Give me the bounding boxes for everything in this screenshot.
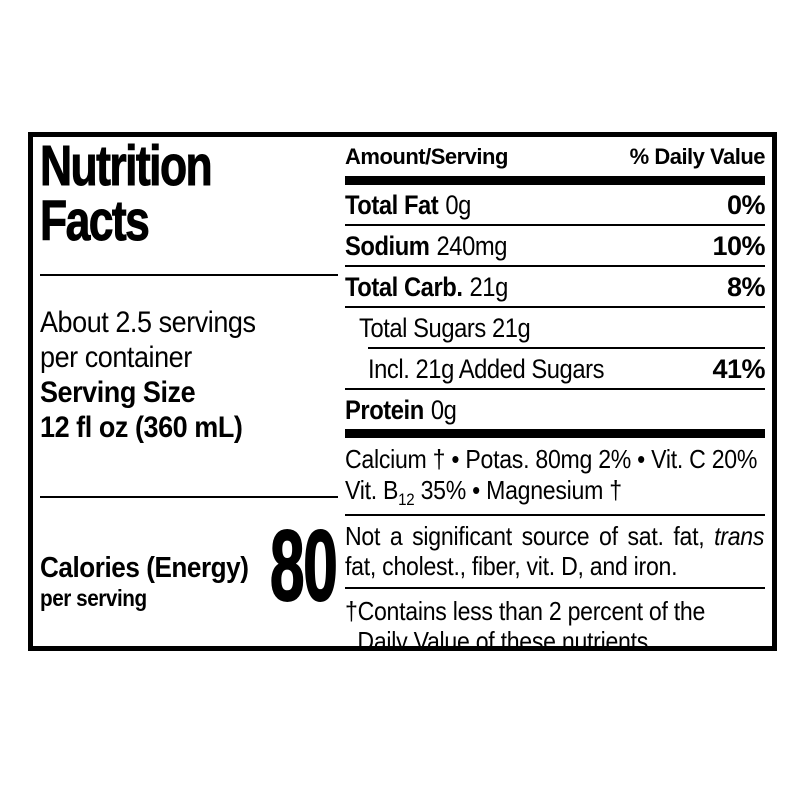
- vitamins-line-2: Vit. B12 35% • Magnesium †: [345, 475, 622, 510]
- footnote-divider: [345, 587, 765, 589]
- nutrient-row-total-fat: Total Fat 0g 0%: [345, 185, 766, 226]
- nutrient-daily-value: 41%: [712, 354, 765, 384]
- nutrient-name: Incl. 21g Added Sugars: [368, 354, 605, 384]
- nutrient-daily-value: 10%: [712, 231, 765, 261]
- calories-value: 80: [269, 510, 338, 622]
- nutrition-facts-label: Nutrition Facts About 2.5 servings per c…: [28, 132, 777, 651]
- disclaimer-divider-top: [345, 514, 765, 516]
- disclaimer-line-2: fat, cholest., fiber, vit. D, and iron.: [345, 551, 678, 581]
- serving-size-label: Serving Size: [40, 376, 196, 409]
- nutrient-name: Total Carb.: [345, 272, 463, 302]
- nutrient-name: Protein: [345, 395, 424, 425]
- footnote-line-2: Daily Value of these nutrients.: [357, 626, 655, 651]
- footnote-line-1: †Contains less than 2 percent of the: [345, 596, 706, 626]
- nutrient-row-added-sugars: Incl. 21g Added Sugars 41%: [345, 349, 765, 390]
- nutrient-daily-value: 8%: [726, 272, 766, 302]
- nutrient-row-sodium: Sodium 240mg 10%: [345, 226, 765, 267]
- left-divider-bottom: [40, 496, 338, 498]
- servings-per-container-line2: per container: [40, 341, 192, 374]
- nutrient-amount: 0g: [430, 395, 457, 425]
- nutrient-amount: 21g: [469, 272, 509, 302]
- nutrient-row-total-sugars: Total Sugars 21g: [345, 308, 765, 347]
- nutrient-name: Sodium: [345, 231, 430, 261]
- header-daily-value: % Daily Value: [629, 144, 766, 169]
- nutrient-name: Total Sugars 21g: [359, 313, 531, 343]
- calories-label: Calories (Energy): [40, 552, 249, 584]
- thick-bar-bottom: [345, 429, 765, 438]
- left-divider-top: [40, 274, 338, 276]
- vitamins-line-1: Calcium † • Potas. 80mg 2% • Vit. C 20%: [345, 444, 758, 474]
- serving-info: About 2.5 servings per container Serving…: [40, 305, 256, 445]
- nutrient-row-total-carb: Total Carb. 21g 8%: [345, 267, 766, 308]
- table-header: Amount/Serving % Daily Value: [345, 137, 766, 176]
- header-amount-per-serving: Amount/Serving: [345, 144, 508, 169]
- b12-subscript: 12: [398, 490, 415, 510]
- disclaimer-line-1: Not a significant source of sat. fat, tr…: [345, 521, 765, 551]
- calories-sublabel: per serving: [40, 585, 147, 611]
- nutrient-amount: 240mg: [436, 231, 508, 261]
- label-title: Nutrition Facts: [40, 134, 214, 254]
- servings-per-container-line1: About 2.5 servings: [40, 306, 256, 339]
- sugars-divider: [368, 347, 765, 349]
- nutrient-table: Amount/Serving % Daily Value Total Fat 0g…: [345, 137, 766, 651]
- title-line-1: Nutrition: [40, 134, 214, 198]
- nutrient-amount: 0g: [445, 190, 471, 220]
- calories-label-block: Calories (Energy) per serving: [40, 551, 249, 611]
- title-line-2: Facts: [40, 189, 151, 254]
- trans-italic: trans: [714, 521, 765, 551]
- serving-size-value: 12 fl oz (360 mL): [40, 411, 243, 444]
- nutrient-daily-value: 0%: [726, 190, 766, 220]
- daily-value-footnote: †Contains less than 2 percent of the Dai…: [345, 589, 764, 651]
- thick-bar-top: [345, 176, 765, 185]
- not-significant-source-note: Not a significant source of sat. fat, tr…: [345, 516, 764, 587]
- nutrient-row-protein: Protein 0g: [345, 390, 765, 429]
- nutrient-name: Total Fat: [345, 190, 439, 220]
- vitamins-minerals-block: Calcium † • Potas. 80mg 2% • Vit. C 20% …: [345, 438, 764, 514]
